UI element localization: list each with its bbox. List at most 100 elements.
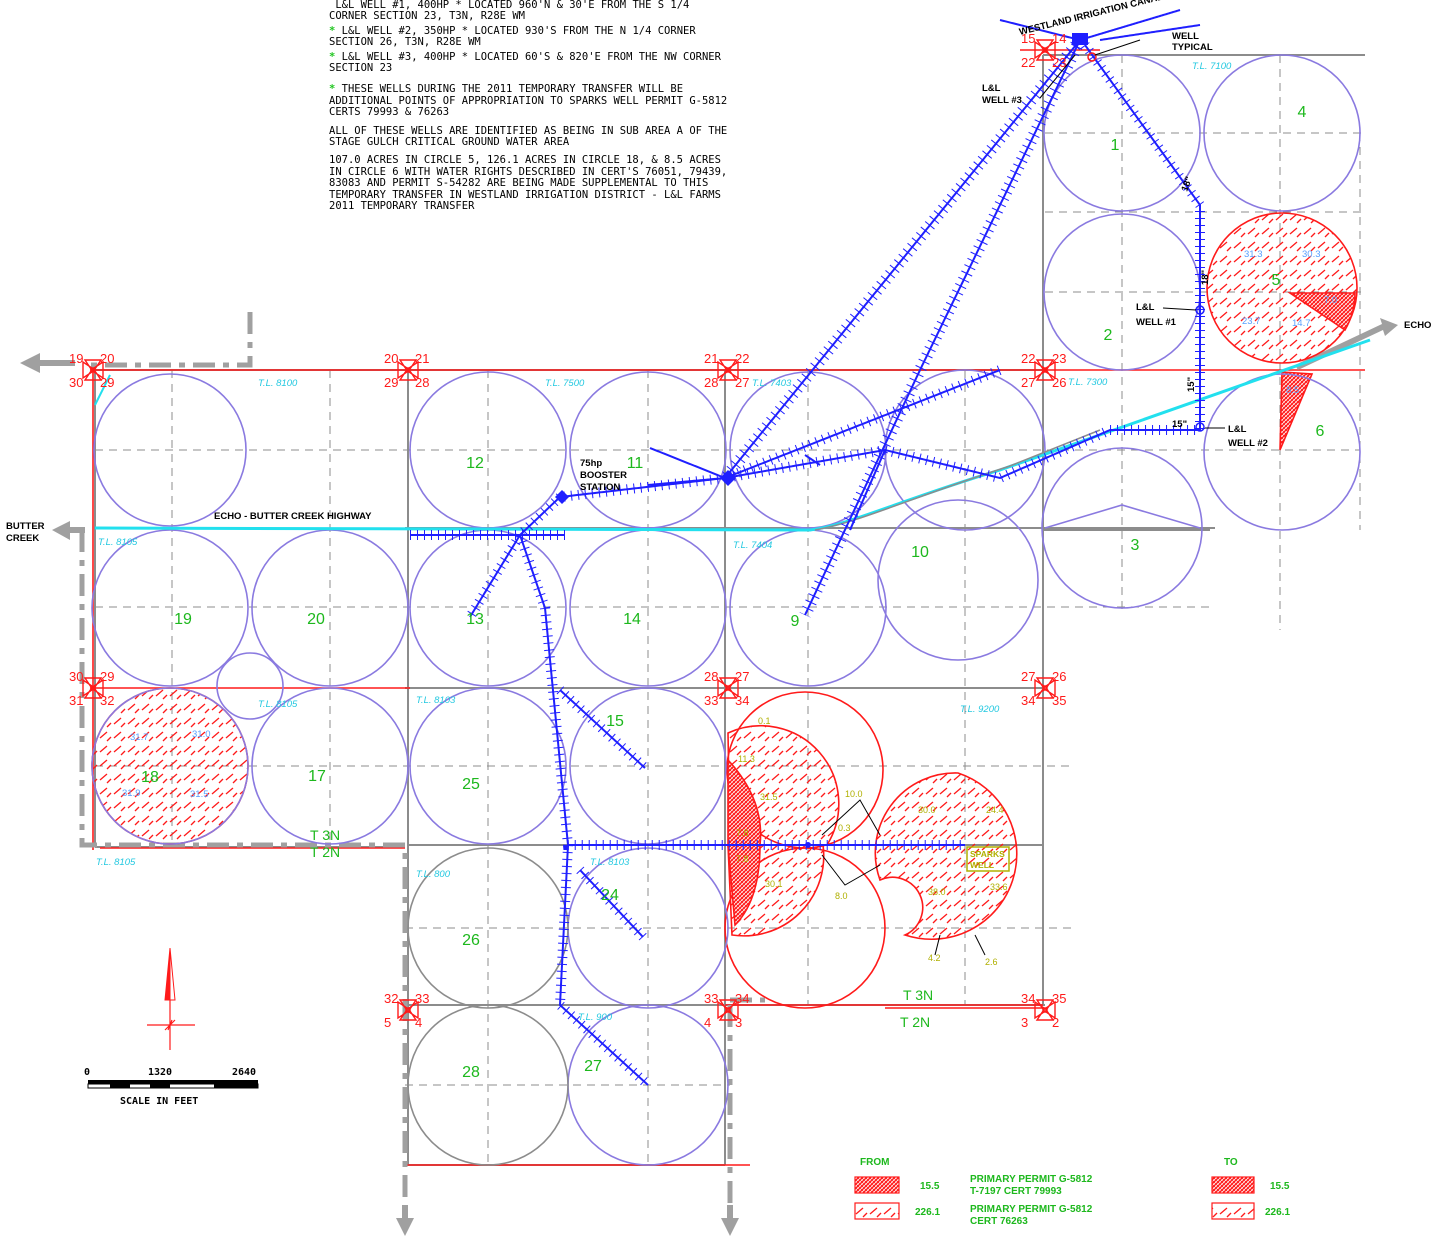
svg-text:2640: 2640 [232,1067,256,1078]
svg-text:2.6: 2.6 [985,957,998,967]
section-number: 33 [704,991,718,1006]
svg-text:8.5: 8.5 [1286,385,1299,396]
circle-9: 9 [791,613,800,630]
tl-8103-a: T.L. 8103 [416,695,456,706]
section-number: 29 [384,375,398,390]
svg-text:CERT 76263: CERT 76263 [970,1216,1028,1227]
svg-text:75hp: 75hp [580,458,602,469]
circle-11: 11 [627,455,644,472]
north-arrow [147,947,195,1050]
svg-text:WELL: WELL [1172,31,1199,42]
section-number: 22 [735,351,749,366]
tl-7500: T.L. 7500 [545,378,585,389]
note-acres: 107.0 ACRES IN CIRCLE 5, 126.1 ACRES IN … [329,154,728,213]
note-well3: * L&L WELL #3, 400HP * LOCATED 60'S & 82… [329,50,721,75]
circle-24: 24 [601,887,619,904]
section-number: 34 [735,991,749,1006]
section-number: 3 [1021,1015,1028,1030]
section-number: 28 [704,375,718,390]
note-well2: * L&L WELL #2, 350HP * LOCATED 930'S FRO… [329,24,696,49]
section-corner-30-29-31-32: 30 29 31 32 [69,669,114,708]
circle-3: 3 [1131,537,1140,554]
section-number: 35 [1052,693,1066,708]
booster-station-marker [555,490,569,504]
svg-text:15": 15" [1186,377,1197,392]
circle-4: 4 [1298,104,1307,121]
section-number: 4 [415,1015,422,1030]
section-number: 27 [1021,375,1035,390]
svg-text:18": 18" [1200,270,1211,285]
section-number: 29 [100,669,114,684]
section-number: 33 [704,693,718,708]
svg-text:L&L: L&L [1228,424,1247,435]
pipeline-ticks [410,36,1205,1089]
svg-text:WELL #3: WELL #3 [982,95,1022,106]
circle-5: 5 [1272,272,1281,289]
svg-text:31.5: 31.5 [190,789,209,800]
svg-text:T 3N: T 3N [310,827,340,843]
leader-lines [821,39,1225,956]
echo-label: ECHO [1404,320,1431,331]
tl-7404: T.L. 7404 [733,540,772,551]
section-corner-19-20-30-29: 19 20 30 29 [69,351,114,390]
svg-text:18": 18" [1179,175,1194,193]
svg-text:FROM: FROM [860,1157,889,1168]
section-corner-20-21-29-28: 20 21 29 28 [384,351,429,390]
circle-25: 25 [462,776,480,793]
section-corner-32-33-5-4: 32 33 5 4 [384,991,429,1030]
well-typical-marker [1087,52,1097,62]
tl-900: T.L. 900 [578,1012,613,1023]
svg-text:0.1: 0.1 [758,716,771,726]
svg-text:15.5: 15.5 [920,1181,940,1192]
section-number: 27 [735,669,749,684]
circle-1: 1 [1111,137,1120,154]
svg-text:33.6: 33.6 [990,882,1008,892]
circle-6: 6 [1316,423,1325,440]
svg-text:11.3: 11.3 [738,754,755,764]
circle-19: 19 [174,611,192,628]
section-number: 23 [1052,351,1066,366]
section-number: 26 [1052,375,1066,390]
sparks-well-label: SPARKS WELL [970,849,1005,870]
svg-text:31.7: 31.7 [130,732,149,743]
legend-swatch-hatch [854,1202,900,1220]
svg-text:24.4: 24.4 [986,805,1004,815]
section-number: 26 [1052,669,1066,684]
section-number: 33 [415,991,429,1006]
circle-10: 10 [911,544,929,561]
section-number: 30 [69,375,83,390]
legend-swatch-dense [854,1176,900,1194]
section-number: 22 [1021,55,1035,70]
transfer-circles [91,212,1358,1009]
circle-numbers: 1 2 3 4 5 6 9 10 11 12 13 14 15 17 18 19… [141,104,1324,1081]
svg-text:7.8: 7.8 [736,828,749,838]
section-number: 23 [1052,55,1066,70]
svg-text:BUTTER: BUTTER [6,521,45,532]
svg-text:7.0: 7.0 [1324,295,1337,306]
section-number: 28 [415,375,429,390]
section-corner-28-27-33-34: 28 27 33 34 [704,669,749,708]
svg-text:L&L: L&L [982,83,1001,94]
tl-8105-a: T.L. 8105 [98,537,138,548]
note-subarea: ALL OF THESE WELLS ARE IDENTIFIED AS BEI… [329,124,728,149]
section-number: 27 [1021,669,1035,684]
svg-text:23.7: 23.7 [1242,316,1261,327]
junction-marker [720,470,736,486]
circle-12: 12 [466,455,484,472]
svg-text:10.0: 10.0 [845,789,863,799]
section-corner-34-35-3-2: 34 35 3 2 [1021,991,1066,1030]
svg-text:38.0: 38.0 [928,887,946,897]
section-number: 34 [1021,693,1035,708]
svg-text:T 2N: T 2N [310,844,340,860]
svg-text:7.8: 7.8 [736,854,749,864]
well3-marker [1072,33,1088,45]
svg-text:30.3: 30.3 [1302,249,1321,260]
section-number: 15 [1021,31,1035,46]
tl-8105-b: T.L. 8105 [258,699,298,710]
circle-18: 18 [141,769,159,786]
note-transfer: * THESE WELLS DURING THE 2011 TEMPORARY … [329,83,728,119]
acreage-labels-blue: 31.3 30.3 7.0 23.7 14.7 8.5 31.7 31.0 31… [122,249,1337,800]
section-number: 22 [1021,351,1035,366]
svg-text:SCALE IN FEET: SCALE IN FEET [120,1096,198,1107]
sparks-well-marker [805,842,811,848]
